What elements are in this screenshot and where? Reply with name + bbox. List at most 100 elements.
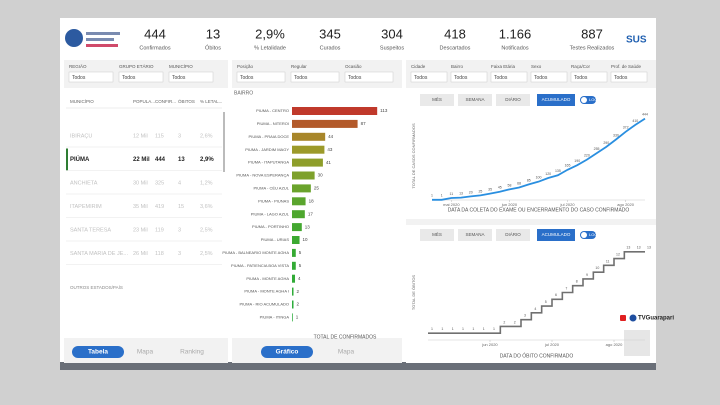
period-button-label[interactable]: MÊS [432,230,442,237]
table-cell: 119 [155,227,164,233]
x-axis-label: DATA DA COLETA DO EXAME OU ENCERRAMENTO … [448,207,630,213]
filter-dropdown[interactable] [570,71,608,83]
bar-value: 2 [297,289,300,294]
filter-label: Posição [237,64,254,69]
tab[interactable]: Mapa [137,349,154,356]
table-cell: 4 [178,180,181,186]
toggle-knob [581,97,587,103]
filter-label: Faixa Etária [491,64,516,69]
bar-category: PIUMA - NOVA ESPERANÇA [236,173,289,178]
bar [292,184,311,193]
filter-dropdown[interactable] [610,71,648,83]
filter-dropdown[interactable] [168,71,214,83]
tab-active[interactable] [72,346,124,358]
bar-value: 30 [318,173,324,178]
period-button-label[interactable]: SEMANA [465,97,484,102]
logo-line [86,38,114,41]
brand: SUS [626,35,647,46]
tab[interactable]: Gráfico [276,349,299,356]
point-label: 444 [642,113,648,117]
point-label: 4 [534,307,536,311]
x-tick-label: jul 2020 [560,202,576,207]
bar [292,132,326,141]
period-button-label[interactable]: ACUMULADO [542,97,571,102]
bar-value: 10 [303,237,309,242]
tab-active[interactable] [261,346,313,358]
point-label: 2 [503,320,505,324]
filter-dropdown[interactable] [290,71,340,83]
column-header: CONFIR... [155,99,176,104]
kpi-value: 418 [444,26,466,41]
logo-line [86,32,120,35]
point-label: 330 [613,133,619,137]
point-label: 255 [594,147,600,151]
point-label: 58 [508,183,512,187]
filter-label: Raça/Cor [571,64,591,69]
facebook-icon [629,314,637,322]
tab[interactable]: Mapa [338,349,355,356]
period-button[interactable] [496,229,530,241]
point-label: 1 [483,327,485,331]
point-label: 13 [647,246,651,250]
period-button-label[interactable]: ACUMULADO [542,232,571,237]
period-button[interactable] [458,229,492,241]
filter-label: Regular [291,64,307,69]
filter-value: Todos [240,75,254,81]
bar [292,107,378,115]
toggle-label: LOG [589,97,597,102]
period-button[interactable] [537,94,575,106]
period-button[interactable] [420,229,454,241]
tab[interactable]: Tabela [88,349,108,356]
x-axis-label: DATA DO ÓBITO CONFIRMADO [500,352,574,359]
kpi-value: 1.166 [499,26,532,41]
period-button[interactable] [496,94,530,106]
bar-category: PIUMA - MONTE AGHA I [244,289,289,294]
cases-line [432,117,646,201]
point-label: 120 [545,172,551,176]
tab[interactable]: Ranking [180,349,204,356]
point-label: 13 [626,246,630,250]
x-tick-label: jun 2020 [481,342,498,347]
bar-value: 13 [305,224,311,229]
bar-value: 87 [361,121,367,126]
filter-dropdown[interactable] [530,71,568,83]
point-label: 35 [488,188,492,192]
column-header: ÓBITOS [178,98,195,104]
scroll-button[interactable] [624,330,650,356]
period-button-label[interactable]: DIÁRIO [505,231,521,237]
table-cell: 419 [155,204,164,210]
point-label: 1 [493,327,495,331]
period-button[interactable] [537,229,575,241]
period-button-label[interactable]: MÊS [432,95,442,102]
column-header: POPULA... [133,99,155,104]
filter-dropdown[interactable] [68,71,114,83]
point-label: 190 [574,159,580,163]
bar-value: 1 [296,315,299,320]
filter-dropdown[interactable] [450,71,488,83]
filter-dropdown[interactable] [118,71,164,83]
bar [292,300,294,309]
filter-dropdown[interactable] [236,71,286,83]
table-cell: 26 Mil [133,251,148,257]
filter-dropdown[interactable] [344,71,394,83]
filter-dropdown[interactable] [410,71,448,83]
filter-value: Todos [172,75,186,81]
period-button-label[interactable]: SEMANA [465,232,484,237]
kpi-label: Testes Realizados [570,45,615,51]
period-button-label[interactable]: DIÁRIO [505,96,521,102]
period-button[interactable] [458,94,492,106]
bar [292,145,325,154]
filter-label: Bairro [451,64,464,69]
period-button[interactable] [420,94,454,106]
point-label: 11 [450,192,454,196]
point-label: 410 [632,119,638,123]
filter-dropdown[interactable] [490,71,528,83]
table-cell: 115 [155,133,164,139]
bar [292,119,358,128]
row-marker [66,148,68,171]
point-label: 13 [459,192,463,196]
point-label: 290 [603,141,609,145]
y-axis-label: TOTAL DE ÓBITOS [411,275,416,311]
kpi-label: Descartados [440,45,471,51]
crest [65,29,83,47]
